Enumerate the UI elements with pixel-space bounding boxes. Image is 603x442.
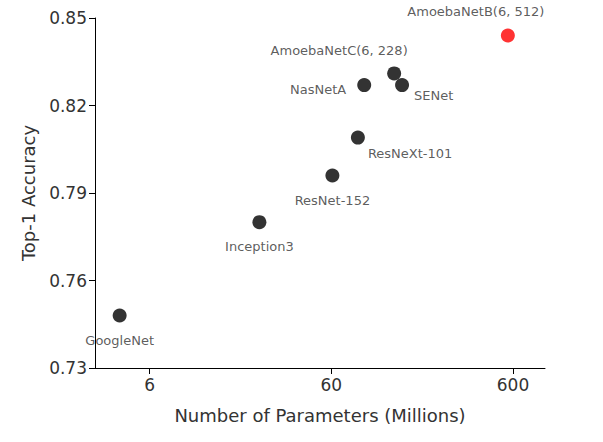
- svg-text:0.79: 0.79: [49, 183, 87, 203]
- svg-text:NasNetA: NasNetA: [290, 82, 346, 97]
- svg-text:0.85: 0.85: [49, 8, 87, 28]
- svg-text:Top-1 Accuracy: Top-1 Accuracy: [18, 125, 39, 263]
- svg-text:0.73: 0.73: [49, 358, 87, 378]
- svg-text:0.82: 0.82: [49, 96, 87, 116]
- svg-text:AmoebaNetB(6, 512): AmoebaNetB(6, 512): [407, 4, 544, 19]
- svg-text:0.76: 0.76: [49, 271, 87, 291]
- svg-text:Inception3: Inception3: [225, 239, 294, 254]
- svg-text:Number of Parameters (Millions: Number of Parameters (Millions): [174, 405, 465, 426]
- svg-text:ResNeXt-101: ResNeXt-101: [368, 146, 452, 161]
- svg-text:ResNet-152: ResNet-152: [295, 193, 371, 208]
- svg-text:600: 600: [497, 375, 529, 395]
- svg-text:60: 60: [321, 375, 343, 395]
- svg-text:6: 6: [144, 375, 155, 395]
- svg-text:AmoebaNetC(6, 228): AmoebaNetC(6, 228): [271, 43, 408, 58]
- svg-text:SENet: SENet: [414, 88, 453, 103]
- svg-text:GoogleNet: GoogleNet: [85, 333, 154, 348]
